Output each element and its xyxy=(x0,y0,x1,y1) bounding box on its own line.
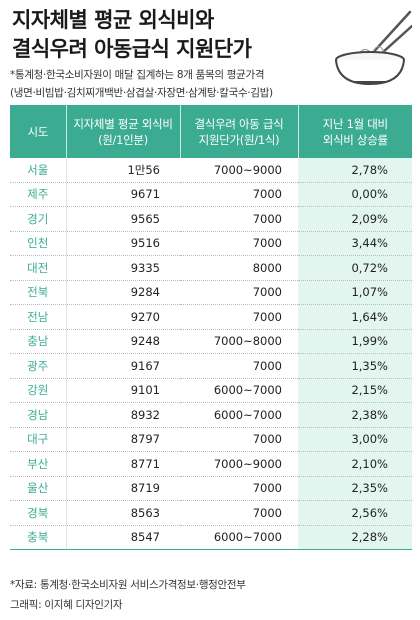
header-rate: 지난 1월 대비 외식비 상승률 xyxy=(298,105,412,158)
rate-cell: 2,10% xyxy=(298,451,412,477)
table-row: 대구 8797 7000 3,00% xyxy=(10,427,412,452)
page-title: 지자체별 평균 외식비와 결식우려 아동급식 지원단가 xyxy=(12,6,252,64)
rate-cell: 1,07% xyxy=(298,280,412,305)
spend-cell: 1만56 xyxy=(66,158,180,183)
region-cell: 전남 xyxy=(10,304,67,330)
noodle-bowl-with-chopsticks-icon xyxy=(335,10,412,86)
meal-cell: 6000~7000 xyxy=(180,402,298,428)
meal-cell: 7000 xyxy=(180,476,298,501)
table-row: 경남 8932 6000~7000 2,38% xyxy=(10,402,412,428)
meal-cell: 6000~7000 xyxy=(180,525,298,550)
region-cell: 울산 xyxy=(10,476,67,501)
spend-cell: 9516 xyxy=(66,231,180,256)
meal-cell: 7000 xyxy=(180,353,298,379)
spend-cell: 8719 xyxy=(66,476,180,501)
meal-cell: 6000~7000 xyxy=(180,378,298,403)
region-cell: 광주 xyxy=(10,353,67,379)
meal-cell: 7000 xyxy=(180,427,298,452)
rate-cell: 0,72% xyxy=(298,255,412,281)
title-line-1: 지자체별 평균 외식비와 xyxy=(12,8,214,32)
region-cell: 대구 xyxy=(10,427,67,452)
graphic-credit: 그래픽: 이지혜 디자인기자 xyxy=(10,599,123,611)
region-cell: 경남 xyxy=(10,402,67,428)
table-row: 충남 9248 7000~8000 1,99% xyxy=(10,329,412,354)
header-region: 시도 xyxy=(10,105,67,158)
region-cell: 강원 xyxy=(10,378,67,403)
header-spend: 지자체별 평균 외식비 (원/1인분) xyxy=(66,105,181,158)
meal-cell: 7000 xyxy=(180,500,298,526)
table-row: 인천 9516 7000 3,44% xyxy=(10,231,412,256)
spend-cell: 9167 xyxy=(66,353,180,379)
rate-cell: 1,64% xyxy=(298,304,412,330)
meal-cell: 8000 xyxy=(180,255,298,281)
spend-cell: 9248 xyxy=(66,329,180,354)
table-row: 경북 8563 7000 2,56% xyxy=(10,500,412,526)
rate-cell: 2,09% xyxy=(298,206,412,232)
region-cell: 경기 xyxy=(10,206,67,232)
table-row: 부산 8771 7000~9000 2,10% xyxy=(10,451,412,477)
spend-cell: 8547 xyxy=(66,525,180,550)
spend-cell: 8771 xyxy=(66,451,180,477)
meal-cell: 7000 xyxy=(180,206,298,232)
table-row: 전북 9284 7000 1,07% xyxy=(10,280,412,305)
spend-cell: 9671 xyxy=(66,182,180,207)
spend-cell: 9101 xyxy=(66,378,180,403)
subtitle-line-2: (냉면·비빔밥·김치찌개백반·삼겹살·자장면·삼계탕·칼국수·김밥) xyxy=(10,87,273,99)
spend-cell: 9284 xyxy=(66,280,180,305)
rate-cell: 3,44% xyxy=(298,231,412,256)
header-meal: 결식우려 아동 급식 지원단가(원/1식) xyxy=(180,105,299,158)
table-row: 서울 1만56 7000~9000 2,78% xyxy=(10,158,412,183)
rate-cell: 0,00% xyxy=(298,182,412,207)
meal-cell: 7000 xyxy=(180,231,298,256)
meal-cost-table: 시도 지자체별 평균 외식비 (원/1인분) 결식우려 아동 급식 지원단가(원… xyxy=(10,105,412,550)
meal-cell: 7000 xyxy=(180,182,298,207)
rate-cell: 2,78% xyxy=(298,158,412,183)
spend-cell: 8932 xyxy=(66,402,180,428)
rate-cell: 1,99% xyxy=(298,329,412,354)
region-cell: 제주 xyxy=(10,182,67,207)
region-cell: 서울 xyxy=(10,158,67,183)
rate-cell: 2,28% xyxy=(298,525,412,550)
subtitle-line-1: *통계청·한국소비자원이 매달 집계하는 8개 품목의 평균가격 xyxy=(10,69,265,81)
footer: *자료: 통계청·한국소비자원 서비스가격정보·행정안전부 그래픽: 이지혜 디… xyxy=(10,575,246,615)
spend-cell: 9565 xyxy=(66,206,180,232)
meal-cell: 7000~8000 xyxy=(180,329,298,354)
table-row: 경기 9565 7000 2,09% xyxy=(10,206,412,232)
table-header-row: 시도 지자체별 평균 외식비 (원/1인분) 결식우려 아동 급식 지원단가(원… xyxy=(10,105,412,158)
rate-cell: 3,00% xyxy=(298,427,412,452)
region-cell: 전북 xyxy=(10,280,67,305)
region-cell: 충남 xyxy=(10,329,67,354)
spend-cell: 9270 xyxy=(66,304,180,330)
region-cell: 인천 xyxy=(10,231,67,256)
subtitle: *통계청·한국소비자원이 매달 집계하는 8개 품목의 평균가격 (냉면·비빔밥… xyxy=(10,66,340,102)
region-cell: 경북 xyxy=(10,500,67,526)
meal-cell: 7000~9000 xyxy=(180,451,298,477)
spend-cell: 8797 xyxy=(66,427,180,452)
region-cell: 대전 xyxy=(10,255,67,281)
table-row: 울산 8719 7000 2,35% xyxy=(10,476,412,501)
meal-cell: 7000 xyxy=(180,280,298,305)
region-cell: 부산 xyxy=(10,451,67,477)
meal-cell: 7000 xyxy=(180,304,298,330)
rate-cell: 2,38% xyxy=(298,402,412,428)
table-row: 전남 9270 7000 1,64% xyxy=(10,304,412,330)
spend-cell: 9335 xyxy=(66,255,180,281)
rate-cell: 2,56% xyxy=(298,500,412,526)
table-row: 제주 9671 7000 0,00% xyxy=(10,182,412,207)
table-row: 광주 9167 7000 1,35% xyxy=(10,353,412,379)
table-row: 대전 9335 8000 0,72% xyxy=(10,255,412,281)
region-cell: 충북 xyxy=(10,525,67,550)
rate-cell: 2,15% xyxy=(298,378,412,403)
rate-cell: 2,35% xyxy=(298,476,412,501)
table-row: 충북 8547 6000~7000 2,28% xyxy=(10,525,412,550)
title-line-2: 결식우려 아동급식 지원단가 xyxy=(12,37,252,61)
meal-cell: 7000~9000 xyxy=(180,158,298,183)
table-row: 강원 9101 6000~7000 2,15% xyxy=(10,378,412,403)
spend-cell: 8563 xyxy=(66,500,180,526)
rate-cell: 1,35% xyxy=(298,353,412,379)
source-note: *자료: 통계청·한국소비자원 서비스가격정보·행정안전부 xyxy=(10,579,246,591)
